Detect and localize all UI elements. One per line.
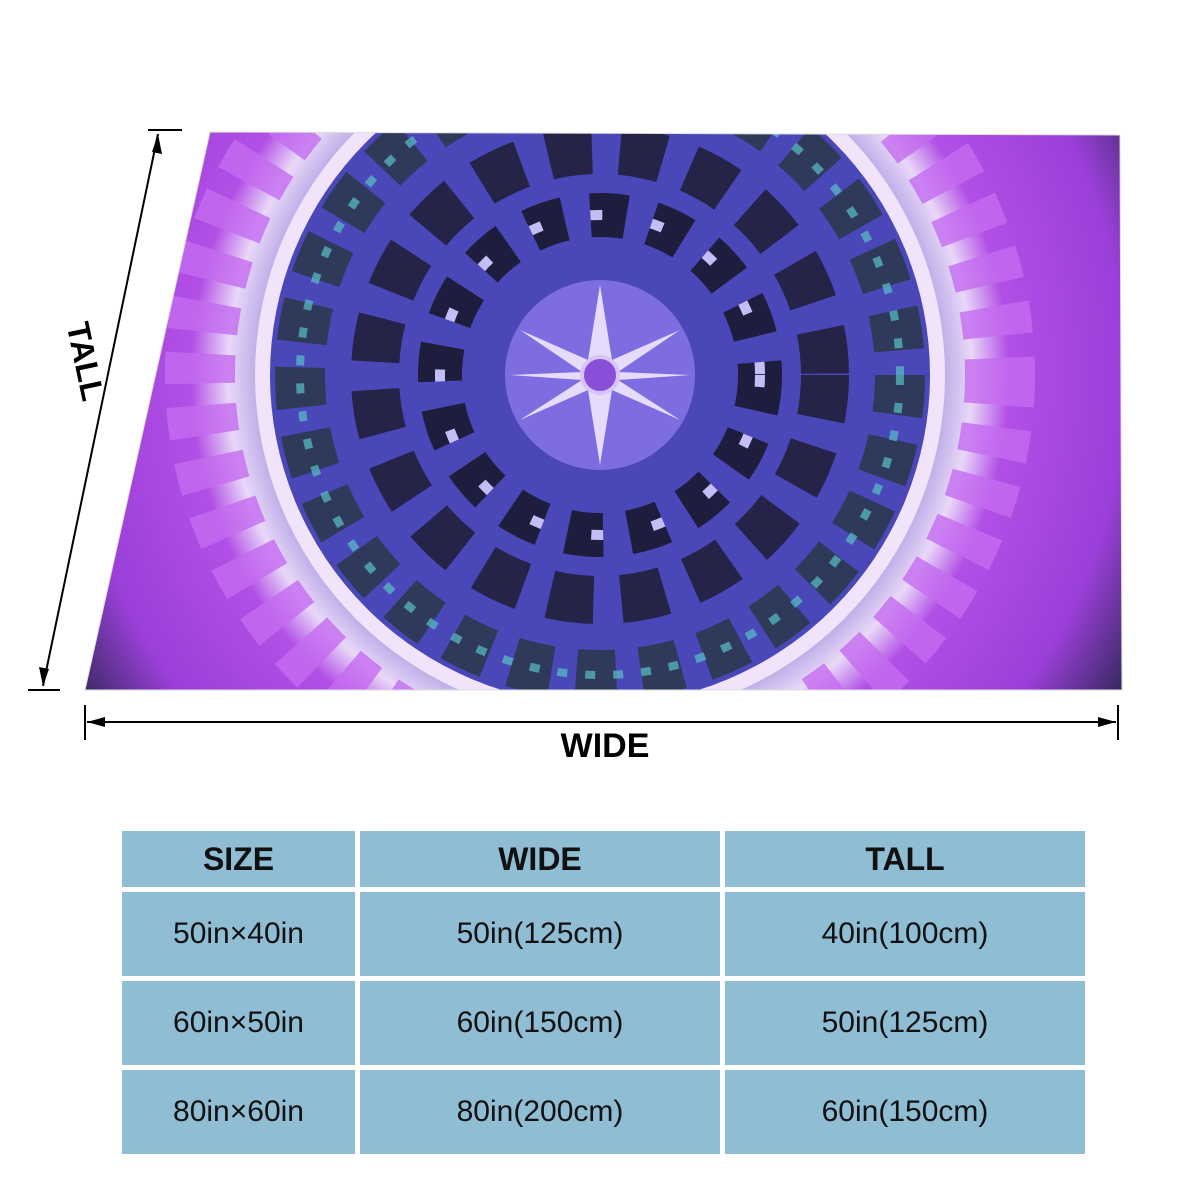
wide-label: WIDE xyxy=(561,727,650,765)
size-table: SIZE WIDE TALL 50in×40in 50in(125cm) 40i… xyxy=(122,831,1085,1154)
header-cell: TALL xyxy=(725,831,1085,892)
wide-cell: 80in(200cm) xyxy=(360,1070,725,1154)
header-cell: SIZE xyxy=(122,831,360,892)
tall-cell: 40in(100cm) xyxy=(725,892,1085,981)
table-header: SIZE WIDE TALL xyxy=(122,831,1085,892)
table-row: 60in×50in 60in(150cm) 50in(125cm) xyxy=(122,981,1085,1070)
size-cell: 50in×40in xyxy=(122,892,360,981)
tall-label: TALL xyxy=(60,319,112,404)
blanket xyxy=(85,132,1122,690)
tall-dimension xyxy=(28,129,182,691)
wide-dimension xyxy=(84,705,1119,740)
wide-cell: 60in(150cm) xyxy=(360,981,725,1070)
size-cell: 80in×60in xyxy=(122,1070,360,1154)
header-cell: WIDE xyxy=(360,831,725,892)
tall-cell: 50in(125cm) xyxy=(725,981,1085,1070)
table-row: 80in×60in 80in(200cm) 60in(150cm) xyxy=(122,1070,1085,1154)
wide-cell: 50in(125cm) xyxy=(360,892,725,981)
tall-cell: 60in(150cm) xyxy=(725,1070,1085,1154)
table-row: 50in×40in 50in(125cm) 40in(100cm) xyxy=(122,892,1085,981)
blanket-illustration: TALL WIDE xyxy=(28,129,1123,765)
size-cell: 60in×50in xyxy=(122,981,360,1070)
